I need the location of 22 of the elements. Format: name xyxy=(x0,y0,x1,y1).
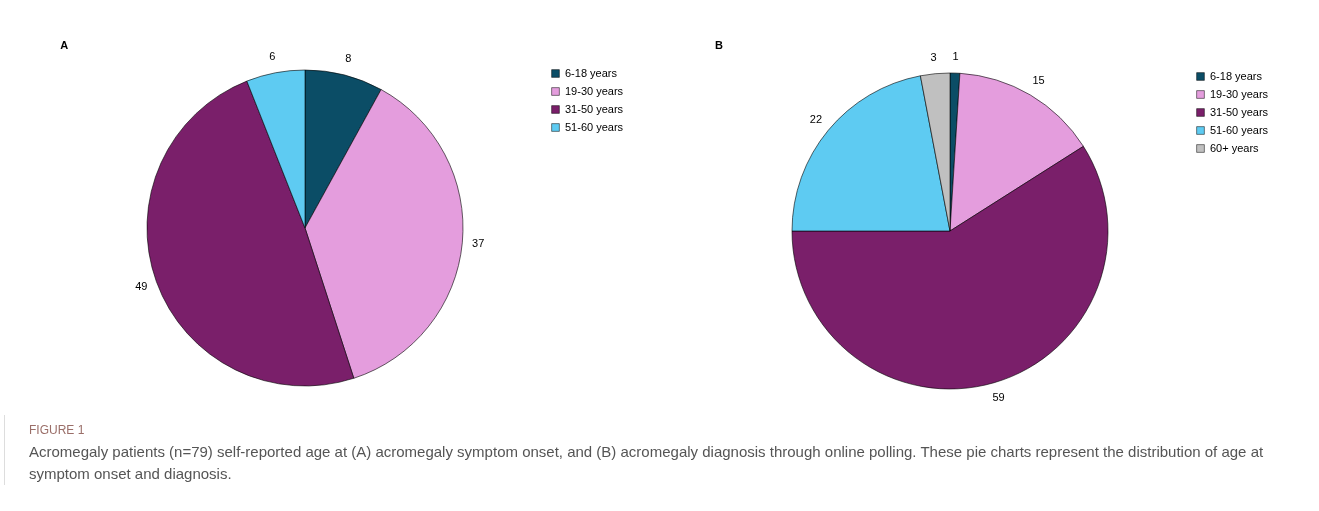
data-label: 15 xyxy=(1032,74,1045,87)
legend-label: 60+ years xyxy=(1210,141,1260,154)
data-label: 22 xyxy=(809,113,823,126)
chart-title: A xyxy=(60,39,69,52)
legend-label: 6-18 years xyxy=(565,66,618,79)
legend-label: 19-30 years xyxy=(565,84,624,97)
data-label: 37 xyxy=(472,237,485,250)
legend-label: 31-50 years xyxy=(1210,105,1269,118)
legend-label: 31-50 years xyxy=(565,102,624,115)
data-label: 49 xyxy=(135,279,148,292)
caption: FIGURE 1 xyxy=(29,423,86,437)
data-label: 3 xyxy=(930,50,937,63)
data-label: 1 xyxy=(952,50,959,63)
legend-label: 6-18 years xyxy=(1210,69,1263,82)
data-label: 8 xyxy=(345,52,352,65)
legend-label: 51-60 years xyxy=(565,120,624,133)
chart-title: B xyxy=(715,39,723,52)
data-label: 59 xyxy=(992,391,1005,404)
legend-label: 19-30 years xyxy=(1210,87,1269,100)
data-label: 6 xyxy=(269,50,276,63)
text: Acromegaly patients (n=79) self-reported age at (A) acromegaly symptom onset, and (B) acromegaly diagnosis through online polling. These pie charts represent the distribution of age at symptom onset and diagnosis. xyxy=(29,442,1265,484)
legend-label: 51-60 years xyxy=(1210,123,1269,136)
